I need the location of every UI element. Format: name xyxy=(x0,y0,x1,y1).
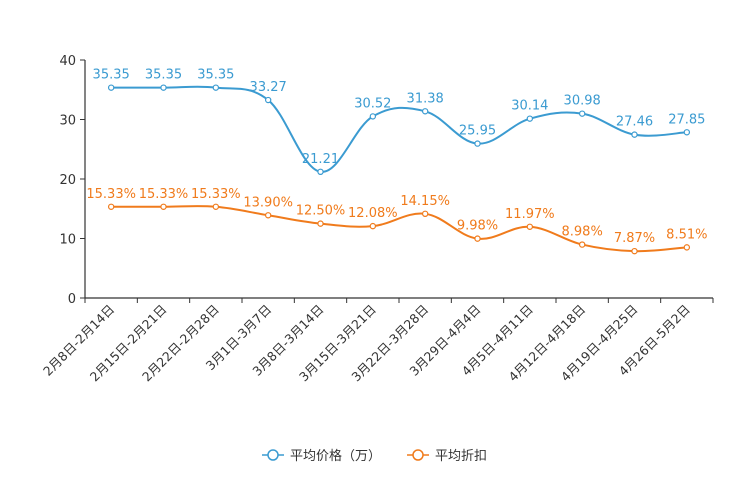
series-line-2 xyxy=(111,205,687,253)
data-labels: 35.35 35.35 35.35 33.27 21.21 30.52 31.38 25.95… xyxy=(86,68,707,247)
data-label: 12.50% xyxy=(296,204,346,219)
data-label: 35.35 xyxy=(197,68,234,83)
data-label: 30.52 xyxy=(354,96,391,111)
y-tick-label: 10 xyxy=(59,233,76,248)
data-label: 21.21 xyxy=(302,152,339,167)
data-label: 30.98 xyxy=(564,94,601,109)
legend-label: 平均折扣 xyxy=(435,449,487,464)
data-label: 11.97% xyxy=(505,207,555,222)
data-point[interactable] xyxy=(160,84,167,91)
legend-label: 平均价格（万） xyxy=(290,448,381,464)
data-label: 9.98% xyxy=(457,219,498,234)
data-label: 15.33% xyxy=(191,187,241,202)
data-point[interactable] xyxy=(264,96,272,104)
legend-marker xyxy=(267,449,279,461)
series-lines xyxy=(107,84,691,255)
data-label: 15.33% xyxy=(139,187,189,202)
data-point[interactable] xyxy=(317,168,324,176)
data-label: 31.38 xyxy=(407,91,444,106)
y-tick-label: 40 xyxy=(59,54,76,69)
data-point[interactable] xyxy=(317,220,324,227)
data-point[interactable] xyxy=(160,203,167,210)
data-label: 25.95 xyxy=(459,124,496,139)
data-label: 35.35 xyxy=(145,68,182,83)
data-point[interactable] xyxy=(421,210,429,218)
data-point[interactable] xyxy=(264,212,272,219)
data-point[interactable] xyxy=(683,129,691,136)
data-point[interactable] xyxy=(474,140,481,147)
data-label: 27.46 xyxy=(616,115,653,130)
data-point[interactable] xyxy=(631,131,638,138)
legend-item-1[interactable]: 平均价格（万） xyxy=(262,448,381,464)
data-point[interactable] xyxy=(212,84,220,91)
legend-item-2[interactable]: 平均折扣 xyxy=(407,449,487,464)
data-point[interactable] xyxy=(107,203,115,210)
data-point[interactable] xyxy=(578,110,586,117)
data-label: 7.87% xyxy=(614,231,655,246)
data-label: 35.35 xyxy=(93,68,130,83)
y-tick-label: 20 xyxy=(59,173,76,188)
data-label: 27.85 xyxy=(668,112,705,127)
data-label: 33.27 xyxy=(250,80,287,95)
data-point[interactable] xyxy=(474,235,481,242)
data-point[interactable] xyxy=(107,84,115,91)
data-point[interactable] xyxy=(578,241,586,248)
y-tick-label: 0 xyxy=(68,292,76,307)
data-point[interactable] xyxy=(526,115,534,122)
data-point[interactable] xyxy=(369,113,377,120)
data-point[interactable] xyxy=(526,223,534,230)
y-tick-label: 30 xyxy=(59,114,76,129)
legend-marker xyxy=(412,449,424,461)
data-point[interactable] xyxy=(369,222,377,230)
data-point[interactable] xyxy=(683,244,691,251)
legend[interactable]: 平均价格（万） 平均折扣 xyxy=(262,448,487,464)
data-point[interactable] xyxy=(631,247,638,255)
data-point[interactable] xyxy=(212,203,220,210)
data-label: 30.14 xyxy=(511,99,548,114)
data-label: 8.51% xyxy=(666,227,707,242)
data-label: 14.15% xyxy=(400,194,450,209)
data-label: 13.90% xyxy=(243,195,293,210)
data-point[interactable] xyxy=(421,108,429,115)
data-label: 8.98% xyxy=(562,225,603,240)
data-label: 12.08% xyxy=(348,206,398,221)
data-label: 15.33% xyxy=(86,187,136,202)
